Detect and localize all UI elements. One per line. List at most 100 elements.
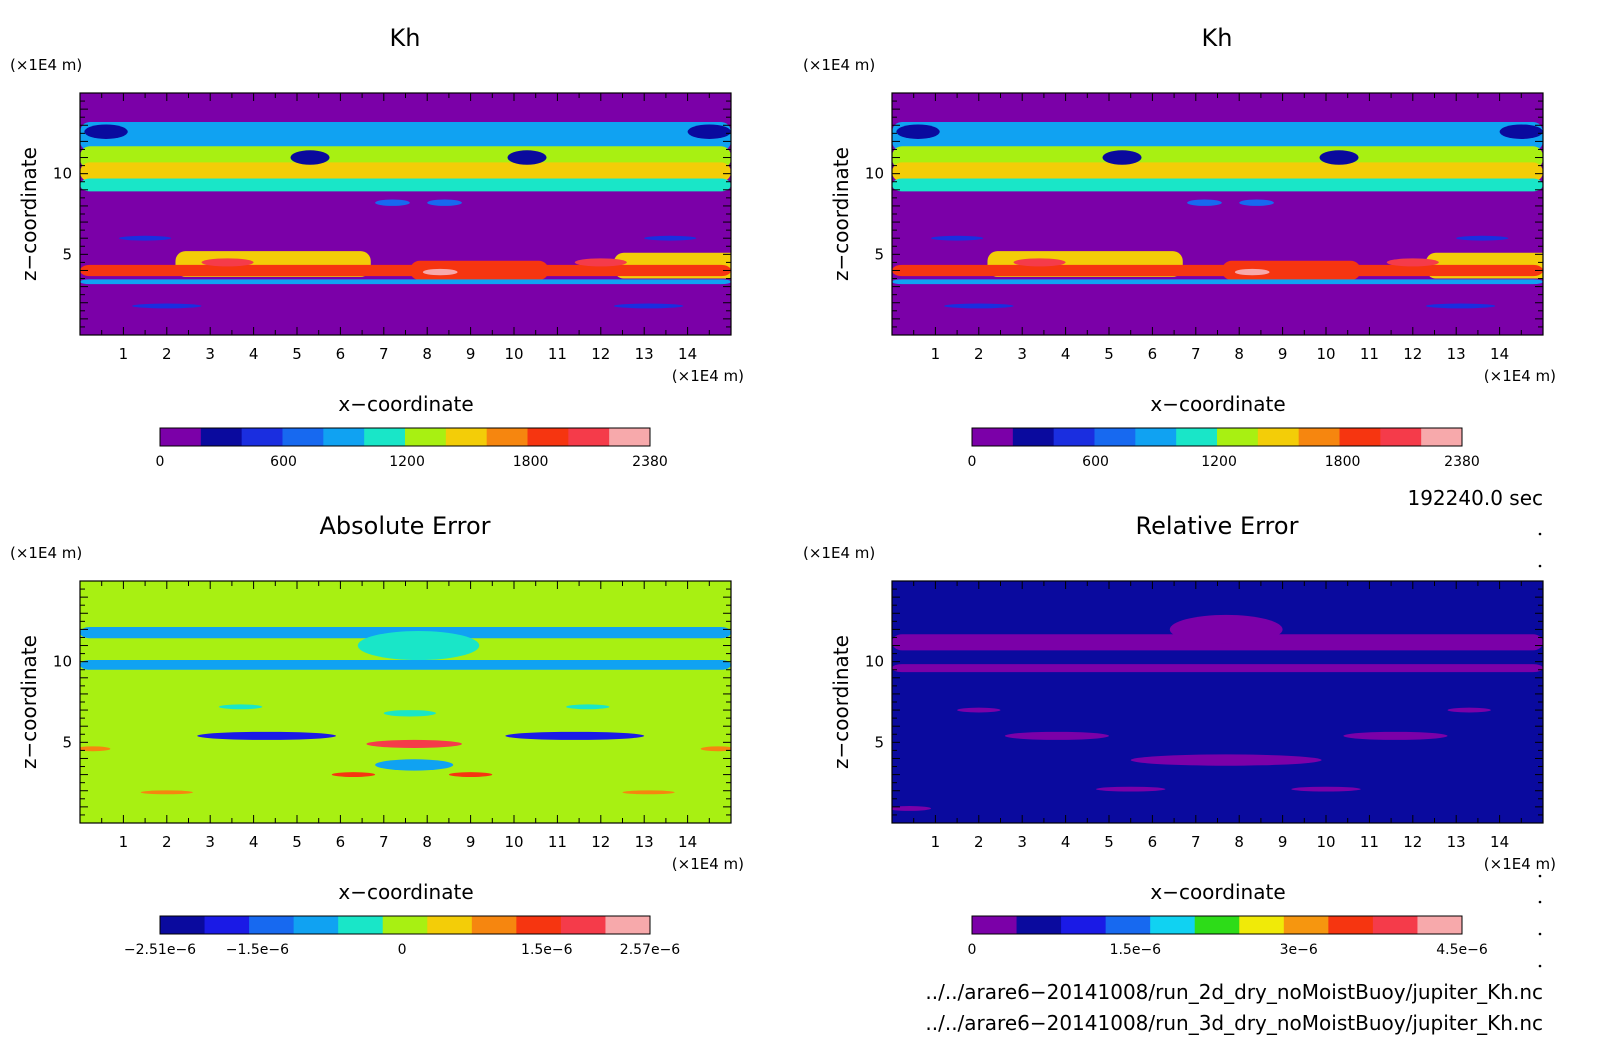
y-unit-label: (×1E4 m) xyxy=(803,544,875,562)
colorbar-frame xyxy=(971,427,1463,447)
colorbar-swatch xyxy=(1135,428,1177,446)
colorbar-swatch xyxy=(293,916,339,934)
x-tick-label: 7 xyxy=(379,833,389,851)
x-tick-label: 5 xyxy=(1104,345,1114,363)
colorbar-swatch xyxy=(1176,428,1218,446)
heatmap-band xyxy=(892,264,1543,277)
file-path-1: ../../arare6−20141008/run_2d_dry_noMoist… xyxy=(925,980,1543,1004)
colorbar-swatch xyxy=(560,916,606,934)
x-tick-label: 11 xyxy=(548,833,567,851)
colorbar-tick-label: 1200 xyxy=(1201,454,1237,470)
heatmap-band xyxy=(80,122,731,152)
heatmap-cell xyxy=(574,258,627,267)
x-axis-label: x−coordinate xyxy=(338,880,473,904)
colorbar-swatch xyxy=(1150,916,1196,934)
heatmap-cell xyxy=(197,731,337,740)
x-tick-label: 8 xyxy=(422,345,432,363)
colorbar-frame xyxy=(159,427,651,447)
x-tick-label: 13 xyxy=(1447,833,1466,851)
x-tick-label: 1 xyxy=(119,833,129,851)
colorbar-tick-label: 0 xyxy=(968,942,977,958)
heatmap-cell xyxy=(375,199,410,206)
x-tick-label: 2 xyxy=(974,833,984,851)
chart-panel-absolute-error: Absolute Error (×1E4 m) 1 2 3 4 5 6 7 8 9 10 11 12 1… xyxy=(10,512,744,958)
colorbar-swatch xyxy=(1380,428,1422,446)
heatmap-cell xyxy=(1169,614,1283,644)
colorbar-swatch xyxy=(1105,916,1151,934)
heatmap-cell xyxy=(1004,731,1109,740)
x-tick-label: 10 xyxy=(504,345,523,363)
colorbar-swatch xyxy=(241,428,283,446)
x-tick-label: 4 xyxy=(1061,833,1071,851)
heatmap-cell xyxy=(448,772,493,778)
x-tick-label: 4 xyxy=(1061,345,1071,363)
colorbar-swatch xyxy=(364,428,406,446)
heatmap-cell xyxy=(1130,754,1322,766)
colorbar-swatch xyxy=(200,428,243,446)
x-tick-label: 13 xyxy=(1447,345,1466,363)
colorbar-swatch xyxy=(1012,428,1055,446)
heatmap-plot xyxy=(892,93,1543,335)
colorbar: 0 600 1200 1800 2380 xyxy=(968,427,1480,470)
heatmap-cell xyxy=(1456,235,1509,241)
x-tick-label: 9 xyxy=(466,833,476,851)
colorbar-tick-label: 0 xyxy=(156,454,165,470)
colorbar-swatch xyxy=(972,916,1018,934)
x-tick-label: 4 xyxy=(249,833,259,851)
x-tick-label: 10 xyxy=(1316,833,1335,851)
x-tick-label: 12 xyxy=(591,833,610,851)
chart-panel-relative-error: Relative Error (×1E4 m) 1 2 3 4 5 6 7 8 9 10 11 12 1… xyxy=(803,512,1556,958)
colorbar-swatch xyxy=(1239,916,1285,934)
colorbar-swatch xyxy=(1217,428,1259,446)
x-tick-label: 1 xyxy=(931,833,941,851)
heatmap-cell xyxy=(331,772,376,778)
heatmap-cell xyxy=(1343,731,1448,740)
colorbar-tick-label: 1200 xyxy=(389,454,425,470)
colorbar-swatch xyxy=(605,916,651,934)
x-tick-label: 5 xyxy=(292,345,302,363)
colorbar-swatch xyxy=(1094,428,1136,446)
x-tick-label: 7 xyxy=(1191,833,1201,851)
colorbar-swatch xyxy=(160,916,206,934)
heatmap-cell xyxy=(613,303,684,309)
colorbar-swatch xyxy=(1417,916,1463,934)
colorbar: 0 1.5e−6 3e−6 4.5e−6 xyxy=(968,915,1488,958)
x-tick-label: 5 xyxy=(292,833,302,851)
colorbar-swatch xyxy=(160,428,202,446)
x-tick-label: 2 xyxy=(974,345,984,363)
colorbar-swatch xyxy=(1194,916,1240,934)
colorbar-swatch xyxy=(445,428,488,446)
colorbar-frame xyxy=(971,915,1463,935)
x-tick-label: 8 xyxy=(1234,833,1244,851)
x-tick-label: 1 xyxy=(119,345,129,363)
x-axis-label: x−coordinate xyxy=(1150,392,1285,416)
x-tick-label: 6 xyxy=(1148,833,1158,851)
heatmap-cell xyxy=(566,704,610,710)
heatmap-band xyxy=(892,122,1543,152)
colorbar-swatch xyxy=(1016,916,1062,934)
colorbar-tick-label: −2.51e−6 xyxy=(124,942,196,958)
heatmap-band xyxy=(892,162,1543,182)
y-tick-label: 5 xyxy=(62,245,72,263)
colorbar-swatch xyxy=(1257,428,1300,446)
x-unit-label: (×1E4 m) xyxy=(672,367,744,385)
x-tick-label: 10 xyxy=(504,833,523,851)
colorbar-swatch xyxy=(1053,428,1095,446)
colorbar-swatch xyxy=(527,428,569,446)
colorbar-tick-label: 0 xyxy=(398,942,407,958)
colorbar-tick-label: 600 xyxy=(1082,454,1109,470)
x-tick-label: 6 xyxy=(1148,345,1158,363)
colorbar-swatch xyxy=(1298,428,1340,446)
y-tick-label: 5 xyxy=(874,245,884,263)
heatmap-cell xyxy=(427,199,462,206)
colorbar-swatch xyxy=(972,428,1014,446)
heatmap-cell xyxy=(944,303,1014,309)
x-tick-label: 12 xyxy=(591,345,610,363)
colorbar-tick-label: 2.57e−6 xyxy=(620,942,681,958)
colorbar-tick-label: 600 xyxy=(270,454,297,470)
